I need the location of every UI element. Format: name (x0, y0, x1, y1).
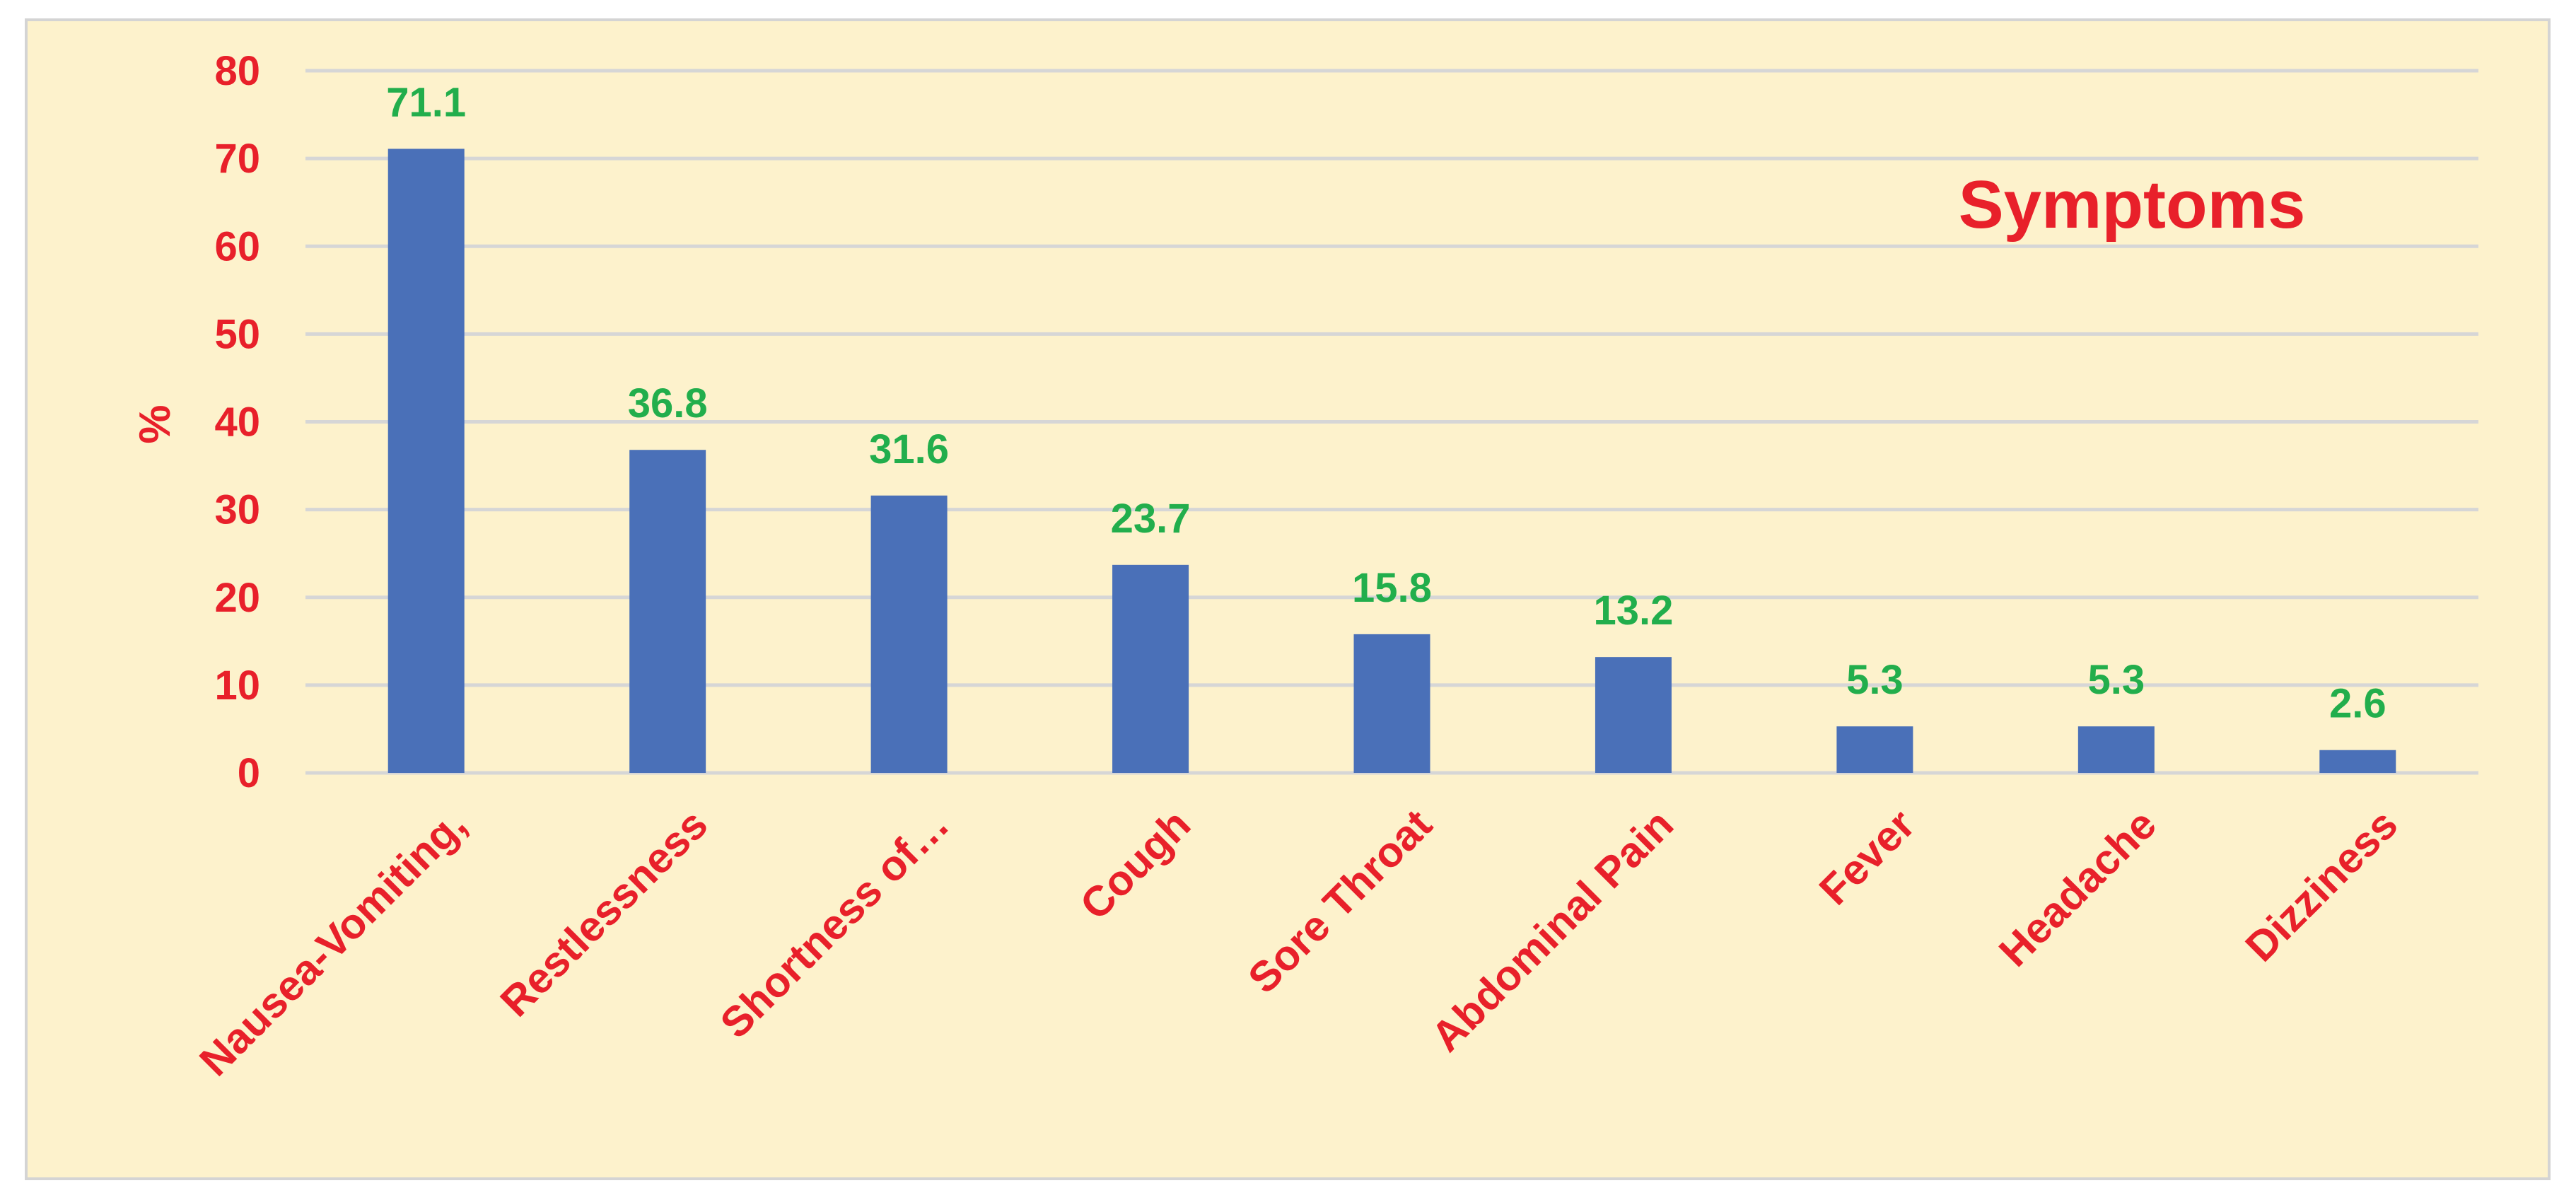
chart-title: Symptoms (1959, 167, 2306, 243)
data-label: 36.8 (628, 380, 708, 426)
bar-0 (387, 148, 465, 773)
data-label: 23.7 (1111, 496, 1191, 542)
y-tick-label: 50 (214, 311, 260, 357)
y-axis-label: % (131, 404, 180, 443)
x-tick-label: Nausea-Vomiting, (190, 800, 475, 1085)
x-tick-label: Cough (1071, 800, 1200, 929)
bar-2 (870, 495, 948, 773)
bar-3 (1112, 564, 1189, 773)
bar-6 (1836, 726, 1913, 773)
x-tick-label: Sore Throat (1239, 800, 1440, 1002)
data-label: 15.8 (1352, 565, 1432, 611)
y-tick-label: 0 (238, 750, 260, 796)
data-labels: 71.1 36.8 31.6 23.7 15.8 13.2 5.3 5.3 2.6 (386, 79, 2386, 726)
bar-5 (1595, 657, 1672, 773)
data-label: 31.6 (869, 426, 949, 472)
data-label: 71.1 (386, 79, 466, 125)
bar-1 (629, 450, 706, 773)
y-tick-label: 10 (214, 663, 260, 709)
bar-4 (1353, 634, 1430, 773)
bar-7 (2077, 726, 2155, 773)
y-tick-label: 30 (214, 487, 260, 533)
data-label: 2.6 (2329, 681, 2386, 727)
x-tick-label: Abdominal Pain (1422, 800, 1682, 1061)
data-label: 5.3 (1846, 657, 1904, 703)
data-label: 5.3 (2088, 657, 2145, 703)
y-tick-label: 20 (214, 575, 260, 621)
x-tick-label: Shortness of… (711, 800, 958, 1047)
y-axis-ticks: 0 10 20 30 40 50 60 70 80 (214, 48, 260, 796)
bar-8 (2319, 750, 2396, 773)
y-tick-label: 60 (214, 223, 260, 269)
bars (387, 148, 2396, 773)
x-tick-label: Restlessness (491, 800, 717, 1026)
x-tick-label: Fever (1810, 800, 1924, 914)
y-tick-label: 80 (214, 48, 260, 94)
data-label: 13.2 (1593, 588, 1673, 634)
y-tick-label: 40 (214, 400, 260, 445)
y-tick-label: 70 (214, 136, 260, 182)
x-tick-label: Headache (1990, 800, 2165, 976)
x-tick-label: Dizziness (2237, 800, 2407, 971)
